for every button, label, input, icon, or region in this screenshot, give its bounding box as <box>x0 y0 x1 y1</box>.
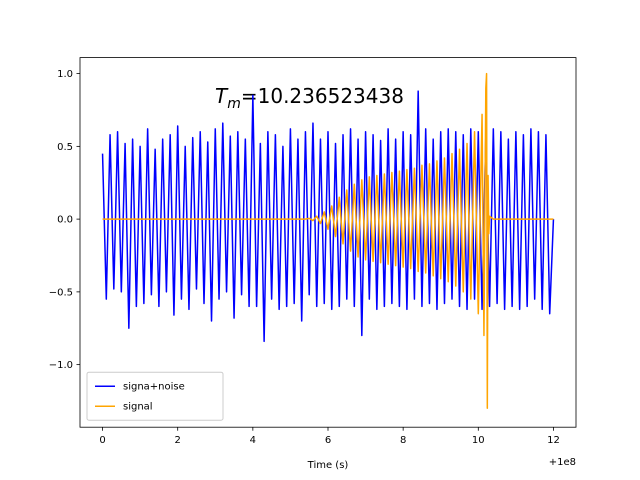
x-tick-label: 6 <box>325 435 331 446</box>
x-offset-label: +1e8 <box>549 457 576 468</box>
x-tick-label: 12 <box>547 435 560 446</box>
annotation-text: =10.236523438 <box>241 84 404 108</box>
x-tick-label: 0 <box>99 435 105 446</box>
y-tick-label: 0.5 <box>57 142 73 153</box>
data-line <box>102 72 554 410</box>
x-axis-label: Time (s) <box>307 460 349 471</box>
x-tick-label: 8 <box>400 435 406 446</box>
legend-label: signa+noise <box>123 382 185 393</box>
y-tick-label: −0.5 <box>49 287 73 298</box>
x-tick-label: 4 <box>250 435 256 446</box>
x-tick-label: 10 <box>472 435 485 446</box>
y-tick-label: 1.0 <box>57 69 73 80</box>
legend-box <box>86 371 224 421</box>
annotation-subscript: m <box>227 96 241 112</box>
annotation-symbol: T <box>215 84 229 108</box>
data-line <box>101 90 555 343</box>
y-tick-label: −1.0 <box>49 360 73 371</box>
annotation: Tm=10.236523438 <box>215 84 404 112</box>
x-tick-label: 2 <box>175 435 181 446</box>
y-tick-label: 0.0 <box>57 215 73 226</box>
legend-label: signal <box>123 402 153 413</box>
